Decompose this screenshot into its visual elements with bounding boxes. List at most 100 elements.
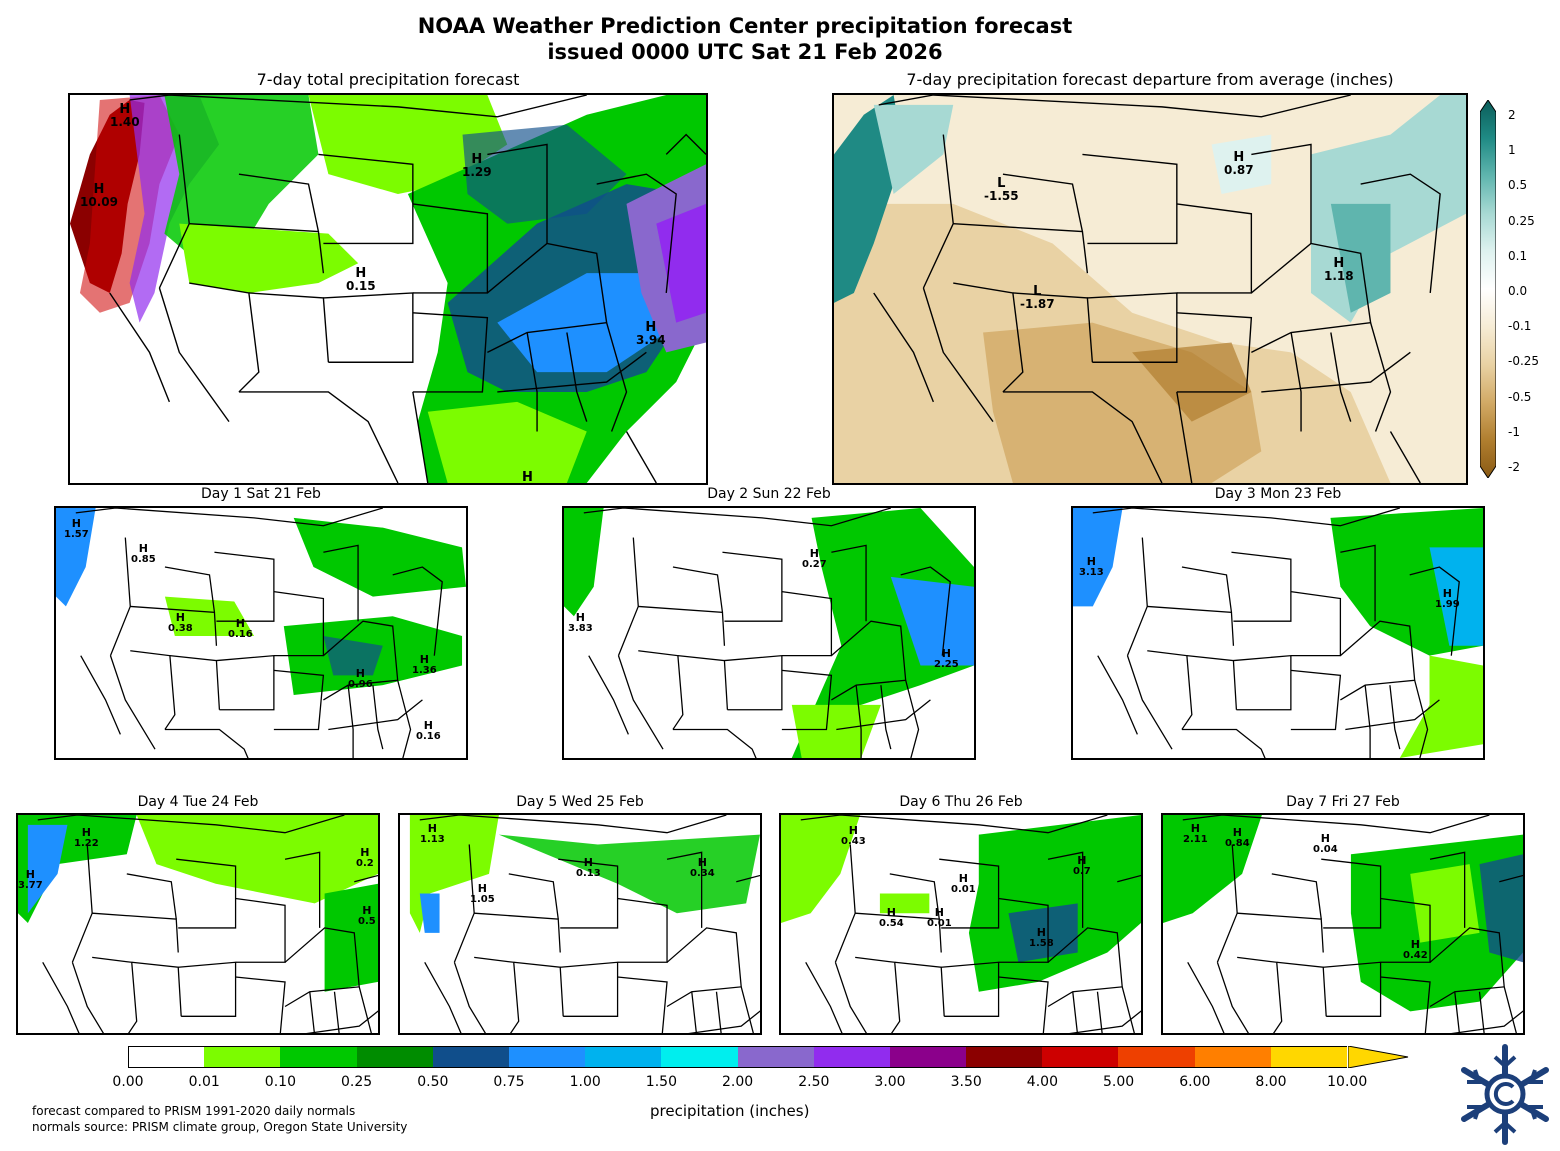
departure-marker-1: L -1.55: [984, 176, 1019, 203]
precip-colorbar-segment: [432, 1046, 509, 1068]
precip-tick-label: 1.50: [645, 1074, 677, 1090]
departure-field: [834, 95, 1466, 483]
day-5-marker-2: H 1.05: [470, 882, 495, 905]
departure-tick-label: 0.25: [1508, 213, 1535, 228]
departure-tick-label: 0.5: [1508, 178, 1528, 193]
day-1-marker-7: H 0.16: [416, 719, 441, 742]
precip-tick-label: 10.00: [1327, 1074, 1368, 1090]
precip-colorbar-segment: [889, 1046, 967, 1068]
departure-tick-label: -0.25: [1508, 354, 1540, 369]
day-field-7: [1163, 815, 1523, 1033]
day-panel-title-4: Day 4 Tue 24 Feb: [137, 794, 259, 810]
day-4-marker-1: H 1.22: [74, 826, 99, 849]
departure-colorbar: [1479, 99, 1497, 479]
day-5-marker-1: H 1.13: [420, 822, 445, 845]
day-2-marker-3: H 2.25: [934, 647, 959, 670]
departure-marker-2: H 0.87: [1224, 150, 1254, 177]
total-marker-2: H 10.09: [80, 182, 118, 209]
day-field-5: [409, 815, 760, 1033]
day-1-marker-6: H 1.36: [412, 653, 437, 676]
day-panel-title-5: Day 5 Wed 25 Feb: [516, 794, 644, 810]
total-marker-1: H 1.40: [110, 102, 140, 129]
day-7-marker-4: H 0.42: [1403, 938, 1428, 961]
day-map-2: H 3.83 H 0.27 H 2.25: [562, 506, 976, 760]
departure-tick-label: 0.1: [1508, 248, 1528, 263]
day-6-marker-2: H 0.01: [951, 872, 976, 895]
precip-colorbar-segment: [356, 1046, 433, 1068]
precip-colorbar-segment: [128, 1046, 205, 1068]
day-field-1: [56, 508, 466, 758]
departure-marker-4: H 1.18: [1324, 256, 1354, 283]
day-7-marker-1: H 2.11: [1183, 822, 1208, 845]
total-precip-field: [70, 95, 706, 483]
departure-colorbar-gradient: [1479, 99, 1497, 479]
total-marker-6: H: [522, 470, 533, 485]
departure-tick-label: 1: [1508, 143, 1516, 158]
departure-marker-3: L -1.87: [1020, 284, 1055, 311]
precip-colorbar: [128, 1046, 1347, 1068]
day-panel-title-2: Day 2 Sun 22 Feb: [707, 486, 831, 502]
precip-tick-label: 0.50: [417, 1074, 449, 1090]
total-panel-title: 7-day total precipitation forecast: [256, 70, 520, 89]
total-marker-3: H 1.29: [462, 152, 492, 179]
day-5-marker-4: H 0.34: [690, 856, 715, 879]
precip-colorbar-segment: [737, 1046, 814, 1068]
day-6-marker-4: H 0.01: [927, 906, 952, 929]
departure-map: L -1.55 H 0.87 L -1.87 H 1.18: [832, 93, 1468, 485]
departure-panel-title: 7-day precipitation forecast departure f…: [906, 70, 1394, 89]
precip-tick-label: 2.00: [722, 1074, 754, 1090]
precip-tick-label: 3.00: [874, 1074, 906, 1090]
main-title-line1: NOAA Weather Prediction Center precipita…: [417, 14, 1073, 38]
precip-colorbar-segment: [585, 1046, 662, 1068]
note-line2: normals source: PRISM climate group, Ore…: [32, 1120, 408, 1134]
precip-colorbar-segment: [1270, 1046, 1347, 1068]
day-7-marker-3: H 0.04: [1313, 832, 1338, 855]
precip-tick-label: 0.25: [341, 1074, 373, 1090]
day-5-marker-3: H 0.13: [576, 856, 601, 879]
precip-colorbar-segment: [204, 1046, 281, 1068]
precip-tick-label: 1.00: [569, 1074, 601, 1090]
day-2-marker-2: H 0.27: [802, 547, 827, 570]
day-map-3: H 3.13 H 1.99: [1071, 506, 1485, 760]
total-marker-4: H 0.15: [346, 266, 376, 293]
precip-colorbar-segment: [280, 1046, 357, 1068]
departure-tick-label: -2: [1508, 460, 1520, 474]
day-3-marker-1: H 3.13: [1079, 555, 1104, 578]
day-1-marker-5: H 0.96: [348, 667, 373, 690]
precip-tick-label: 0.01: [188, 1074, 220, 1090]
departure-tick-label: -1: [1508, 424, 1520, 439]
precip-tick-label: 3.50: [950, 1074, 982, 1090]
day-1-marker-3: H 0.38: [168, 611, 193, 634]
precip-tick-label: 5.00: [1103, 1074, 1135, 1090]
precip-tick-label: 0.00: [112, 1074, 144, 1090]
day-panel-title-1: Day 1 Sat 21 Feb: [201, 486, 321, 502]
day-panel-title-7: Day 7 Fri 27 Feb: [1286, 794, 1400, 810]
precip-colorbar-segment: [661, 1046, 738, 1068]
day-map-7: H 2.11 H 0.84 H 0.04 H 0.42: [1161, 813, 1525, 1035]
precip-tick-label: 0.10: [264, 1074, 296, 1090]
day-map-6: H 0.43 H 0.01 H 0.54 H 0.01 H 1.58 H 0.7: [779, 813, 1143, 1035]
precip-tick-label: 6.00: [1179, 1074, 1211, 1090]
day-field-4: [18, 815, 378, 1033]
precip-tick-label: 8.00: [1255, 1074, 1287, 1090]
precip-colorbar-extend-arrow: [1348, 1046, 1409, 1068]
day-map-4: H 1.22 H 3.77 H 0.2 H 0.5: [16, 813, 380, 1035]
departure-tick-label: -0.1: [1508, 319, 1532, 334]
day-1-marker-1: H 1.57: [64, 517, 89, 540]
precip-colorbar-segment: [1118, 1046, 1195, 1068]
main-title-line2: issued 0000 UTC Sat 21 Feb 2026: [547, 40, 943, 64]
day-1-marker-2: H 0.85: [131, 542, 156, 565]
day-2-marker-1: H 3.83: [568, 611, 593, 634]
total-marker-5: H 3.94: [636, 320, 666, 347]
precip-colorbar-segment: [1194, 1046, 1271, 1068]
precip-colorbar-segment: [966, 1046, 1043, 1068]
day-4-marker-3: H 0.2: [356, 846, 374, 869]
day-4-marker-4: H 0.5: [358, 904, 376, 927]
day-6-marker-1: H 0.43: [841, 824, 866, 847]
day-6-marker-5: H 1.58: [1029, 926, 1054, 949]
day-panel-title-6: Day 6 Thu 26 Feb: [899, 794, 1023, 810]
precip-colorbar-segment: [1042, 1046, 1119, 1068]
day-7-marker-2: H 0.84: [1225, 826, 1250, 849]
precip-tick-label: 4.00: [1026, 1074, 1058, 1090]
day-4-marker-2: H 3.77: [18, 868, 43, 891]
